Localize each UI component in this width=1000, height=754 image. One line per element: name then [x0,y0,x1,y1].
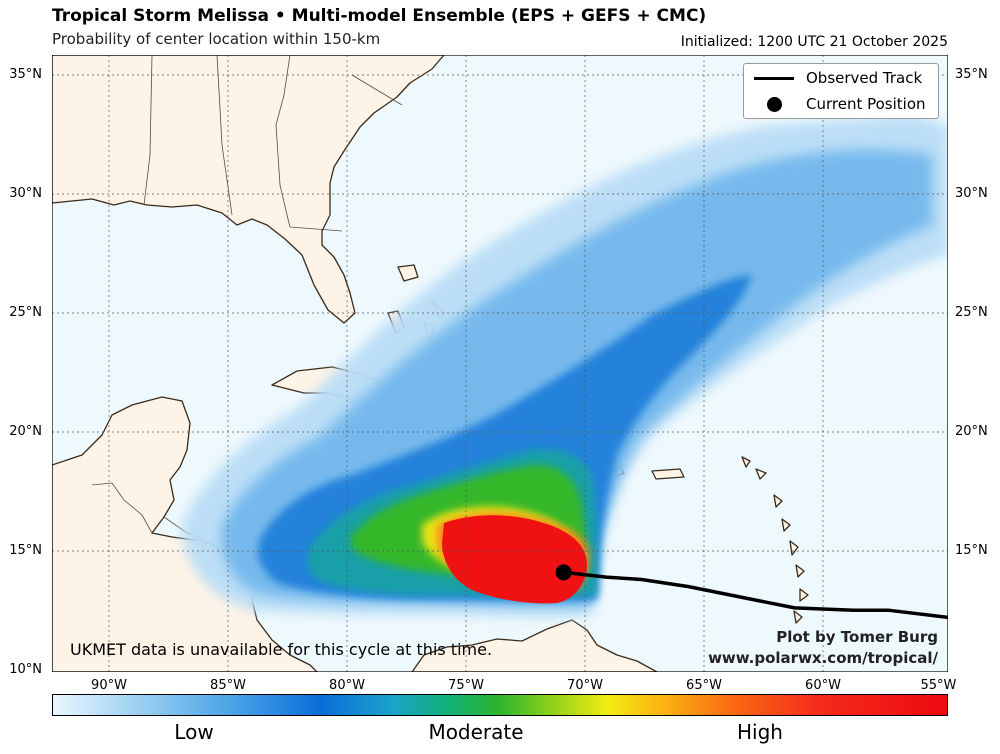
observed-track [561,570,948,620]
lon-label-75: 75°W [448,678,484,693]
map-legend: Observed Track Current Position [743,63,939,119]
lat-label-35-left: 35°N [9,67,42,82]
lat-label-35-right: 35°N [955,67,988,82]
legend-item-track: Observed Track [754,68,922,88]
lon-label-55: 55°W [920,678,957,693]
lon-label-65: 65°W [686,678,722,693]
probability-colorbar [52,694,948,716]
probability-map [52,55,948,672]
lat-label-15-right: 15°N [955,543,988,558]
swath-red [442,515,587,604]
lon-label-60: 60°W [805,678,841,693]
initialized-time: Initialized: 1200 UTC 21 October 2025 [680,34,948,50]
legend-label-position: Current Position [806,95,926,113]
colorbar-label-moderate: Moderate [428,720,524,744]
chart-title: Tropical Storm Melissa • Multi-model Ens… [52,6,707,26]
ukmet-note: UKMET data is unavailable for this cycle… [70,640,493,659]
lon-label-85: 85°W [210,678,246,693]
lat-label-20-right: 20°N [955,424,988,439]
lat-label-30-left: 30°N [9,186,42,201]
land-south-america [411,619,658,672]
lat-label-10-left: 10°N [9,662,42,677]
lat-label-15-left: 15°N [9,543,42,558]
land-puerto-rico [651,468,685,480]
colorbar-label-low: Low [174,720,214,744]
track-line-icon [754,76,794,80]
lat-label-25-left: 25°N [9,305,42,320]
land-lesser-antilles [741,456,809,624]
position-dot-icon [754,96,794,112]
lat-label-20-left: 20°N [9,424,42,439]
credit-author: Plot by Tomer Burg [776,628,938,646]
lon-label-90: 90°W [91,678,127,693]
colorbar-label-high: High [737,720,783,744]
chart-subtitle: Probability of center location within 15… [52,30,381,48]
probability-swath [182,115,948,618]
credit-url: www.polarwx.com/tropical/ [708,649,938,667]
land-us-southeast [52,55,445,324]
legend-label-track: Observed Track [806,69,923,87]
lon-label-70: 70°W [567,678,603,693]
legend-item-position: Current Position [754,94,926,114]
current-position-marker [555,564,572,581]
lat-label-25-right: 25°N [955,305,988,320]
lat-label-30-right: 30°N [955,186,988,201]
lon-label-80: 80°W [329,678,365,693]
